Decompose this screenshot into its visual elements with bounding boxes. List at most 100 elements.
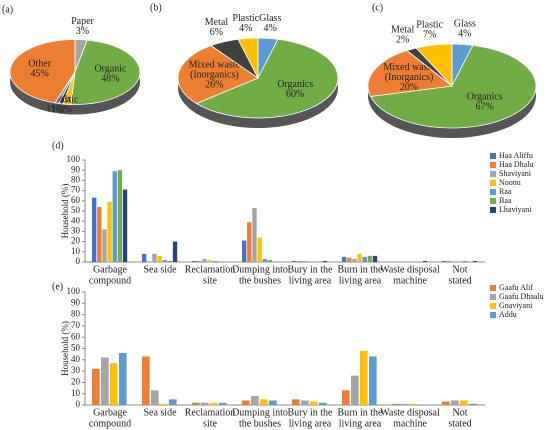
legend-swatch — [490, 189, 496, 195]
x-tick-label: living area — [289, 275, 332, 286]
bar — [117, 170, 123, 262]
bar — [157, 255, 162, 262]
legend-label: Baa — [499, 196, 512, 205]
legend-swatch — [490, 294, 496, 300]
bar — [122, 189, 128, 262]
y-axis-label: Household (%) — [60, 184, 70, 239]
bar — [192, 260, 197, 262]
slice-label: 3% — [76, 26, 89, 37]
bar — [162, 259, 167, 262]
slice-label: 4% — [458, 28, 471, 39]
legend-swatch — [490, 312, 496, 318]
bar — [360, 350, 368, 405]
x-tick-label: compound — [89, 418, 131, 429]
pie-slice — [370, 44, 537, 129]
x-tick-label: the bushes — [239, 275, 281, 286]
bar — [292, 260, 297, 262]
bar — [422, 260, 428, 262]
bar — [342, 256, 347, 262]
bar — [469, 403, 477, 405]
x-tick-label: Reclamation — [185, 407, 236, 418]
slice-label: (Inorganics) — [385, 72, 434, 83]
bar — [92, 197, 97, 262]
bar — [97, 206, 102, 262]
y-tick-label: 70 — [71, 320, 81, 330]
slice-label: Other — [28, 59, 51, 70]
bar — [472, 260, 478, 262]
x-tick-label: Reclamation — [185, 264, 236, 275]
bar — [160, 403, 168, 405]
x-tick-label: site — [203, 275, 217, 286]
panel-label: (e) — [52, 281, 63, 292]
x-tick-label: Burn in the — [338, 264, 384, 275]
bar — [447, 260, 452, 262]
bar — [192, 402, 200, 405]
legend-swatch — [490, 198, 496, 204]
y-tick-label: 40 — [71, 215, 81, 225]
legend-label: Raa — [499, 187, 512, 196]
slice-label: Glass — [454, 18, 476, 29]
y-tick-label: 20 — [71, 376, 81, 386]
slice-label: 45% — [31, 69, 49, 80]
bar — [442, 260, 447, 262]
y-tick-label: 50 — [71, 343, 81, 353]
slice-label: Mixed waste — [383, 62, 435, 73]
bar — [392, 403, 400, 405]
slice-label: 26% — [205, 80, 223, 91]
slice-label: 2% — [396, 34, 409, 45]
bar — [152, 253, 157, 262]
bar — [242, 400, 250, 405]
bar — [219, 402, 227, 405]
y-tick-label: 0 — [76, 399, 81, 409]
pie-slice — [177, 45, 259, 104]
bar — [352, 258, 357, 262]
bar — [367, 255, 373, 262]
bar — [242, 240, 247, 262]
bar — [369, 356, 377, 405]
y-tick-label: 100 — [67, 154, 81, 164]
slice-label: 20% — [400, 82, 418, 93]
bar — [401, 403, 409, 405]
legend-swatch — [490, 171, 496, 177]
x-tick-label: Waste disposal — [380, 264, 440, 275]
bar — [172, 241, 178, 262]
y-tick-label: 50 — [71, 205, 81, 215]
y-tick-label: 60 — [71, 195, 81, 205]
bar — [269, 400, 277, 405]
legend-swatch — [490, 207, 496, 213]
x-tick-label: compound — [89, 275, 131, 286]
x-tick-label: Bury in the — [288, 264, 334, 275]
bar — [347, 257, 352, 262]
bar — [107, 201, 112, 262]
y-tick-label: 80 — [71, 174, 81, 184]
x-tick-label: living area — [339, 275, 382, 286]
pie-slice — [195, 38, 339, 119]
y-tick-label: 0 — [76, 256, 81, 266]
y-tick-label: 100 — [67, 286, 81, 296]
x-tick-label: machine — [393, 275, 427, 286]
bar — [267, 259, 273, 262]
y-tick-label: 70 — [71, 185, 81, 195]
x-tick-label: Garbage — [93, 264, 127, 275]
legend-swatch — [490, 162, 496, 168]
slice-label: Organic — [94, 64, 127, 75]
x-tick-label: stated — [448, 275, 471, 286]
pie-slice — [237, 37, 259, 79]
slice-label: (Inorganics) — [190, 70, 239, 81]
bar — [142, 356, 150, 405]
y-tick-label: 90 — [71, 297, 81, 307]
x-tick-label: Dumping into — [232, 407, 288, 418]
bar — [112, 171, 117, 262]
x-tick-label: Not — [453, 264, 468, 275]
legend-label: Gnaviyani — [499, 301, 533, 310]
slice-label: 1% — [46, 103, 59, 114]
slice-label: Plastic — [52, 95, 79, 106]
bar — [442, 401, 450, 405]
bar — [202, 258, 207, 262]
panel-label: (b) — [150, 2, 162, 13]
y-tick-label: 60 — [71, 331, 81, 341]
bar — [247, 222, 252, 262]
y-tick-label: 10 — [71, 388, 81, 398]
x-tick-label: living area — [339, 418, 382, 429]
pie-slice — [70, 39, 141, 105]
